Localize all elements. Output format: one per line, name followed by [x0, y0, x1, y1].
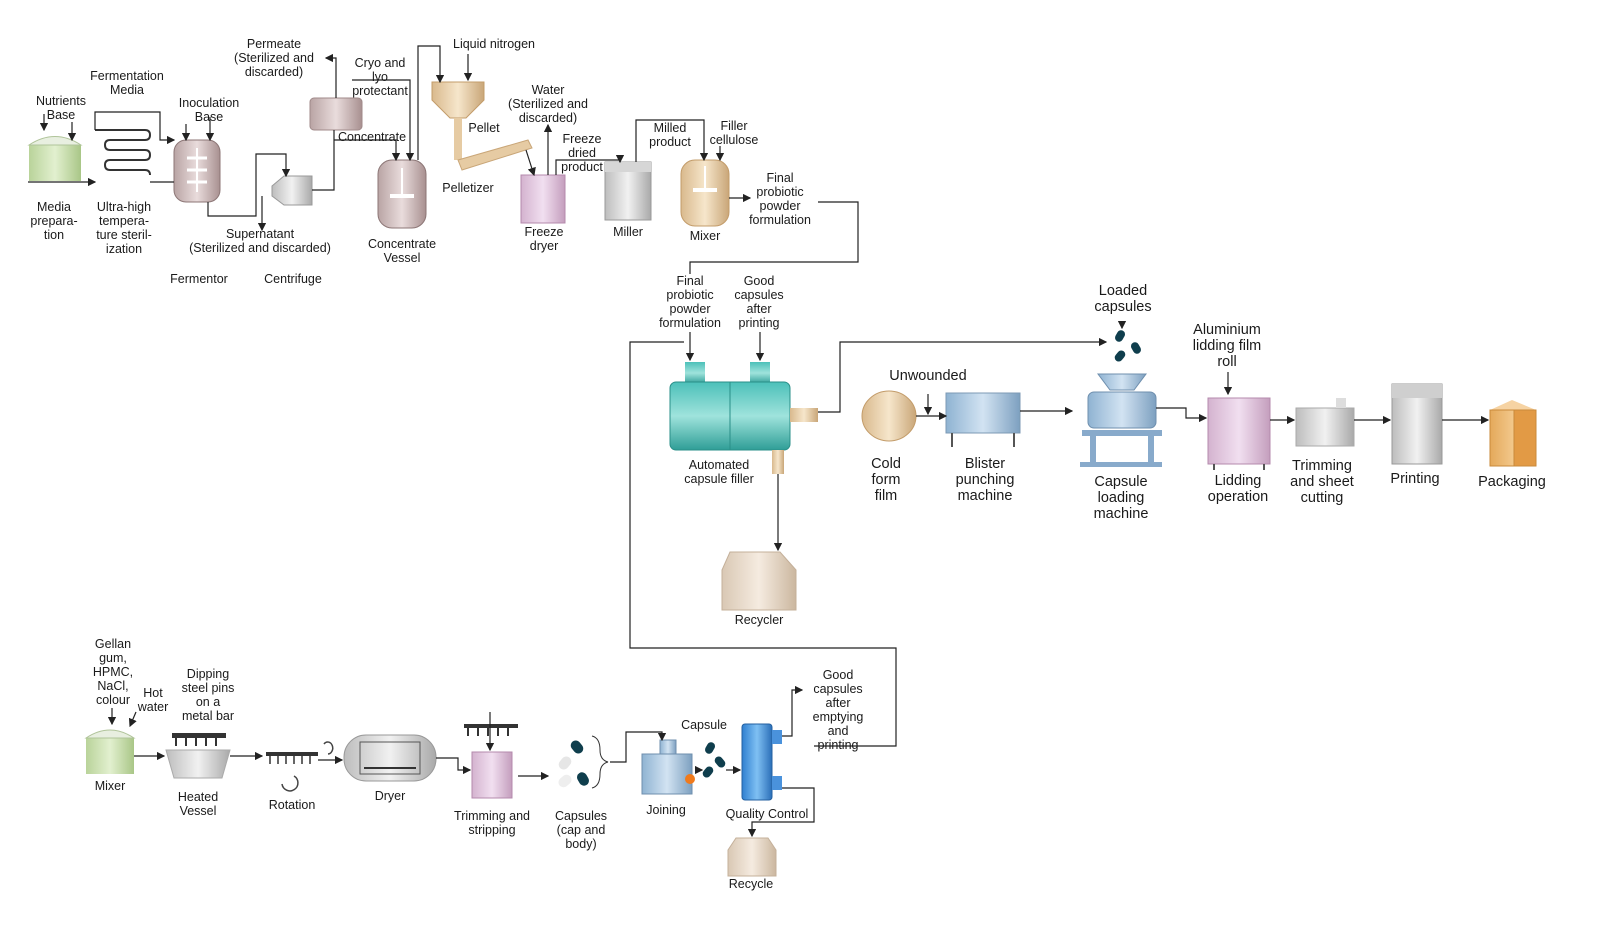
media-preparation-tank [27, 136, 83, 181]
hot-water-label: Hot water [137, 686, 169, 714]
rotation-pins [266, 752, 318, 764]
freeze-dried-product-label: Freeze dried product [561, 132, 603, 174]
inoculation-base-label: Inoculation Base [178, 96, 240, 124]
dryer-label: Dryer [374, 789, 406, 803]
recycler-vessel [721, 551, 797, 611]
cold-form-film-roll [861, 390, 917, 442]
capsule-loading-label: Capsule loading machine [1093, 474, 1149, 522]
trimming-stripping-label: Trimming and stripping [454, 809, 530, 837]
final-probiotic-top-label: Final probiotic powder formulation [749, 171, 811, 227]
trimming-sheet-label: Trimming and sheet cutting [1290, 458, 1354, 506]
good-capsules-printing-label: Good capsules after printing [734, 274, 784, 330]
joining-label: Joining [646, 803, 686, 817]
good-capsules-emptying-label: Good capsules after emptying and printin… [812, 668, 864, 752]
fermentor-vessel [173, 139, 221, 203]
dryer-unit [343, 734, 437, 782]
rotation-icon [281, 741, 334, 792]
pellet-label: Pellet [468, 121, 500, 135]
lidding-unit [1207, 397, 1271, 470]
media-preparation-label: Media prepara- tion [30, 200, 78, 242]
quality-control-label: Quality Control [725, 807, 809, 821]
loaded-capsules-label: Loaded capsules [1094, 283, 1152, 315]
uht-sterilizer-coil [95, 129, 152, 176]
fermentation-media-label: Fermentation Media [90, 69, 164, 97]
loaded-capsules-icon [1114, 330, 1141, 362]
automated-capsule-filler-unit [669, 362, 818, 474]
concentrate-vessel [377, 159, 427, 229]
heated-vessel-label: Heated Vessel [177, 790, 219, 818]
dipping-pins-label: Dipping steel pins on a metal bar [181, 667, 235, 723]
recycle-vessel [727, 837, 777, 877]
joining-unit [641, 739, 695, 795]
pelletizer-unit [431, 81, 533, 171]
printing-unit [1391, 383, 1443, 465]
supernatant-label: Supernatant (Sterilized and discarded) [189, 227, 331, 255]
liquid-nitrogen-label: Liquid nitrogen [452, 37, 536, 51]
rotation-label: Rotation [268, 798, 316, 812]
fermentor-label: Fermentor [170, 272, 228, 286]
nutrients-base-label: Nutrients Base [35, 94, 87, 122]
printing-label: Printing [1390, 471, 1440, 487]
permeate-filter [309, 97, 363, 131]
final-probiotic-in-label: Final probiotic powder formulation [659, 274, 721, 330]
concentrate-label: Concentrate [337, 130, 407, 144]
bottom-mixer-tank [84, 729, 136, 774]
gellan-label: Gellan gum, HPMC, NaCl, colour [92, 637, 134, 707]
milled-product-label: Milled product [649, 121, 691, 149]
packaging-label: Packaging [1478, 474, 1546, 490]
cryo-lyo-label: Cryo and lyo protectant [352, 56, 408, 98]
water-sterilized-label: Water (Sterilized and discarded) [508, 83, 588, 125]
heated-vessel-unit [165, 733, 231, 779]
flow-lines [28, 45, 1490, 838]
automated-capsule-filler-label: Automated capsule filler [684, 458, 754, 486]
centrifuge-label: Centrifuge [264, 272, 322, 286]
capsule-halves-icon [558, 735, 609, 789]
freeze-dryer-unit [520, 174, 566, 224]
trimming-stripping-unit [464, 724, 518, 799]
blister-punching-unit [945, 392, 1021, 447]
recycler-label: Recycler [734, 613, 784, 627]
pelletizer-label: Pelletizer [442, 181, 494, 195]
capsule-label: Capsule [681, 718, 727, 732]
permeate-label: Permeate (Sterilized and discarded) [234, 37, 314, 79]
miller-unit [604, 161, 652, 221]
mixer-vessel-top [680, 159, 730, 227]
uht-sterilization-label: Ultra-high tempera- ture steril- ization [96, 200, 152, 256]
cold-form-film-label: Cold form film [871, 456, 901, 504]
joined-capsules-icon [702, 742, 726, 778]
concentrate-vessel-label: Concentrate Vessel [367, 237, 437, 265]
filler-cellulose-label: Filler cellulose [709, 119, 759, 147]
capsule-loading-unit [1080, 373, 1162, 467]
centrifuge-unit [271, 175, 313, 206]
capsules-cap-body-label: Capsules (cap and body) [554, 809, 608, 851]
miller-label: Miller [613, 225, 643, 239]
trimming-sheet-unit [1295, 398, 1355, 447]
packaging-boxes [1489, 400, 1537, 467]
bottom-mixer-label: Mixer [94, 779, 126, 793]
lidding-operation-label: Lidding operation [1207, 473, 1269, 505]
mixer-top-label: Mixer [689, 229, 721, 243]
unwounded-label: Unwounded [889, 368, 967, 384]
recycle-label: Recycle [728, 877, 774, 891]
quality-control-unit [741, 723, 782, 801]
aluminium-film-label: Aluminium lidding film roll [1192, 322, 1262, 370]
freeze-dryer-label: Freeze dryer [524, 225, 564, 253]
blister-punching-label: Blister punching machine [955, 456, 1015, 504]
